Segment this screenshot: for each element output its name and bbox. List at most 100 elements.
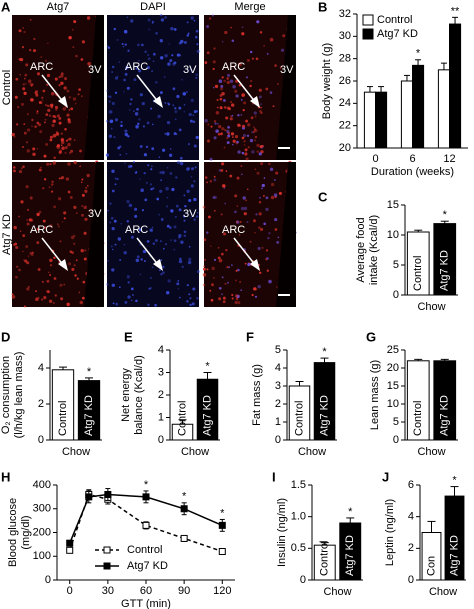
speckle [115, 302, 119, 306]
speckle [51, 92, 55, 96]
speckle [24, 259, 28, 263]
speckle [42, 219, 46, 223]
speckle [259, 213, 261, 216]
speckle [173, 248, 175, 251]
speckle [141, 101, 145, 106]
speckle [123, 78, 126, 82]
speckle [254, 295, 258, 298]
speckle [241, 32, 245, 36]
speckle [241, 151, 245, 155]
speckle [70, 235, 75, 240]
speckle [272, 105, 275, 108]
speckle [190, 216, 192, 218]
speckle [108, 110, 113, 114]
speckle [151, 226, 154, 229]
bar [412, 64, 425, 149]
speckle [56, 145, 61, 150]
speckle [124, 300, 128, 304]
speckle [147, 18, 151, 22]
speckle [53, 277, 57, 280]
speckle [160, 18, 165, 22]
speckle [59, 240, 62, 243]
speckle [207, 139, 210, 143]
region-label: 3V [88, 208, 102, 220]
speckle [187, 260, 192, 265]
speckle [19, 230, 22, 233]
speckle [253, 111, 257, 115]
speckle [160, 14, 163, 17]
bar [400, 80, 413, 149]
speckle [206, 25, 210, 28]
speckle [225, 170, 228, 172]
speckle [172, 87, 176, 91]
speckle [246, 58, 250, 62]
category-label: Atg7 KD [318, 395, 330, 436]
speckle [221, 92, 225, 96]
speckle [114, 118, 119, 122]
speckle [218, 169, 222, 172]
speckle [110, 216, 114, 220]
speckle [221, 293, 223, 296]
speckle [270, 195, 275, 200]
speckle [111, 189, 115, 193]
speckle [23, 305, 27, 308]
speckle [17, 105, 20, 109]
speckle [67, 142, 71, 147]
speckle [257, 284, 261, 289]
speckle [142, 125, 145, 128]
speckle [193, 144, 197, 148]
speckle [53, 205, 56, 209]
speckle [173, 61, 177, 65]
speckle [62, 107, 66, 111]
speckle [196, 43, 199, 46]
speckle [247, 146, 250, 149]
speckle [43, 178, 47, 181]
speckle [42, 89, 46, 93]
speckle [182, 92, 187, 96]
speckle [46, 162, 50, 166]
speckle [214, 210, 216, 212]
speckle [11, 293, 14, 296]
speckle [209, 157, 213, 161]
speckle [187, 143, 191, 146]
speckle [46, 83, 49, 86]
speckle [258, 88, 262, 92]
speckle [113, 27, 116, 31]
speckle [111, 248, 114, 251]
speckle [137, 122, 140, 126]
speckle [192, 120, 196, 124]
speckle [135, 67, 139, 70]
speckle [123, 162, 126, 164]
speckle [230, 103, 235, 107]
speckle [29, 48, 32, 52]
speckle [22, 234, 26, 238]
speckle [84, 189, 88, 193]
speckle [116, 75, 119, 78]
speckle [172, 104, 175, 107]
speckle [188, 198, 192, 203]
speckle [114, 243, 117, 246]
speckle [175, 204, 179, 208]
speckle [39, 130, 43, 134]
region-label: 3V [183, 64, 197, 76]
speckle [240, 165, 243, 167]
marker [218, 521, 226, 529]
row-label: Atg7 KD [1, 214, 13, 255]
speckle [107, 46, 111, 50]
speckle [138, 118, 141, 121]
speckle [243, 101, 247, 105]
speckle [171, 187, 175, 192]
y-tick-label: 30 [339, 30, 351, 42]
speckle [68, 151, 71, 155]
speckle [111, 268, 115, 272]
y-axis-label: O₂ consumption [0, 356, 12, 434]
speckle [82, 280, 86, 284]
speckle [191, 302, 195, 306]
speckle [211, 14, 214, 17]
speckle [204, 61, 208, 64]
speckle [217, 256, 221, 260]
speckle [35, 290, 38, 293]
speckle [166, 205, 169, 208]
speckle [25, 63, 29, 67]
speckle [130, 19, 134, 23]
